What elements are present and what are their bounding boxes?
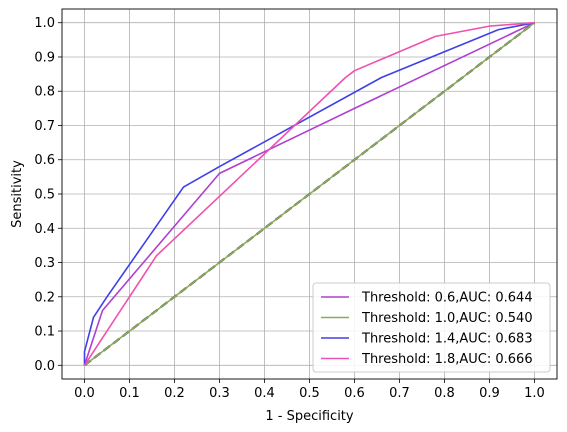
- y-tick-label: 0.1: [34, 325, 55, 340]
- y-tick-label: 0.9: [34, 50, 55, 65]
- y-axis-title: Sensitivity: [10, 160, 25, 228]
- x-tick-label: 0.1: [119, 386, 140, 401]
- x-tick-label: 0.7: [389, 386, 410, 401]
- axis-ticks: 0.0 0.1 0.2 0.3 0.4 0.5 0.6 0.7 0.8 0.9 1.0 0.0 0.1 0…: [34, 16, 545, 401]
- legend-box: [312, 282, 551, 373]
- series-line-2: [84, 22, 535, 366]
- x-axis-title: 1 - Specificity: [265, 409, 354, 424]
- series-line-4: [83, 21, 535, 366]
- y-tick-label: 0.8: [34, 85, 55, 100]
- legend-label: Threshold: 0.6,AUC: 0.644: [361, 291, 533, 306]
- y-tick-label: 0.7: [34, 119, 55, 134]
- legend-label: Threshold: 1.0,AUC: 0.540: [361, 311, 533, 326]
- y-tick-label: 0.6: [34, 153, 55, 168]
- x-tick-label: 0.9: [479, 386, 500, 401]
- y-tick-label: 1.0: [34, 16, 55, 31]
- x-tick-label: 0.3: [209, 386, 230, 401]
- y-tick-label: 0.4: [34, 222, 55, 237]
- x-tick-label: 0.8: [434, 386, 455, 401]
- x-tick-label: 1.0: [524, 386, 545, 401]
- series-line-3: [83, 21, 535, 366]
- x-tick-label: 0.5: [299, 386, 320, 401]
- series-line-1: [83, 21, 535, 366]
- y-tick-label: 0.3: [34, 256, 55, 271]
- legend: Threshold: 0.6,AUC: 0.644 Threshold: 1.0,…: [312, 282, 551, 373]
- y-tick-label: 0.0: [34, 359, 55, 374]
- legend-label: Threshold: 1.8,AUC: 0.666: [361, 352, 533, 367]
- series-lines: [83, 21, 535, 366]
- x-tick-label: 0.2: [164, 386, 185, 401]
- x-tick-label: 0.4: [254, 386, 275, 401]
- legend-label: Threshold: 1.4,AUC: 0.683: [361, 332, 533, 347]
- y-tick-label: 0.2: [34, 290, 55, 305]
- y-tick-label: 0.5: [34, 188, 55, 203]
- x-tick-label: 0.6: [344, 386, 365, 401]
- x-tick-label: 0.0: [74, 386, 95, 401]
